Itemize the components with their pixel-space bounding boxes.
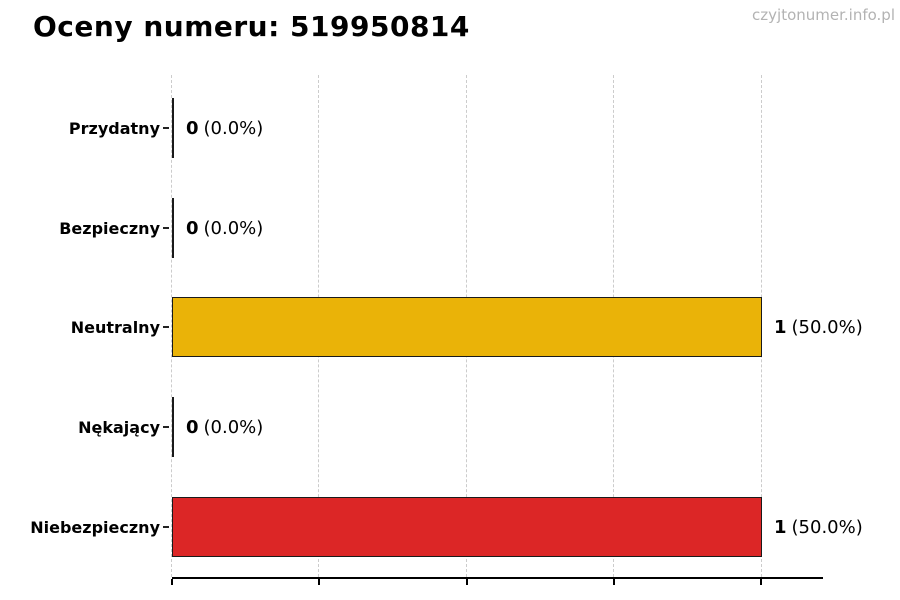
percent-value: (50.0%) <box>791 316 863 338</box>
value-label: 0 (0.0%) <box>186 218 263 239</box>
category-label: Przydatny <box>68 118 160 138</box>
percent-value: (0.0%) <box>203 117 264 139</box>
bar-row-bezpieczny: Bezpieczny 0 (0.0%) <box>0 198 900 258</box>
value-label: 0 (0.0%) <box>186 417 263 438</box>
x-axis-tick <box>613 579 615 585</box>
value-label: 1 (50.0%) <box>774 317 863 338</box>
x-axis-line <box>172 577 823 579</box>
count-value: 0 <box>186 117 199 139</box>
percent-value: (0.0%) <box>203 416 264 438</box>
category-label: Nękający <box>78 417 160 437</box>
x-axis-tick <box>466 579 468 585</box>
x-axis-tick <box>318 579 320 585</box>
x-axis-tick <box>760 579 762 585</box>
y-axis-tick <box>163 227 169 229</box>
category-label: Bezpieczny <box>59 218 160 238</box>
y-axis-tick <box>163 426 169 428</box>
value-label: 0 (0.0%) <box>186 118 263 139</box>
bar-row-przydatny: Przydatny 0 (0.0%) <box>0 98 900 158</box>
bar-row-nekajacy: Nękający 0 (0.0%) <box>0 397 900 457</box>
bar-niebezpieczny <box>172 497 762 557</box>
y-axis-tick <box>163 526 169 528</box>
bar-nekajacy <box>172 397 174 457</box>
count-value: 0 <box>186 416 199 438</box>
gridline <box>171 75 172 577</box>
bar-row-neutralny: Neutralny 1 (50.0%) <box>0 297 900 357</box>
watermark-text: czyjtonumer.info.pl <box>752 6 895 24</box>
percent-value: (50.0%) <box>791 516 863 538</box>
count-value: 1 <box>774 516 787 538</box>
chart-title: Oceny numeru: 519950814 <box>33 10 470 43</box>
category-label: Niebezpieczny <box>30 517 160 537</box>
bar-przydatny <box>172 98 174 158</box>
percent-value: (0.0%) <box>203 217 264 239</box>
bar-row-niebezpieczny: Niebezpieczny 1 (50.0%) <box>0 497 900 557</box>
count-value: 1 <box>774 316 787 338</box>
count-value: 0 <box>186 217 199 239</box>
bar-bezpieczny <box>172 198 174 258</box>
y-axis-tick <box>163 127 169 129</box>
y-axis-tick <box>163 326 169 328</box>
x-axis-tick <box>171 579 173 585</box>
value-label: 1 (50.0%) <box>774 517 863 538</box>
bar-neutralny <box>172 297 762 357</box>
category-label: Neutralny <box>70 317 160 337</box>
